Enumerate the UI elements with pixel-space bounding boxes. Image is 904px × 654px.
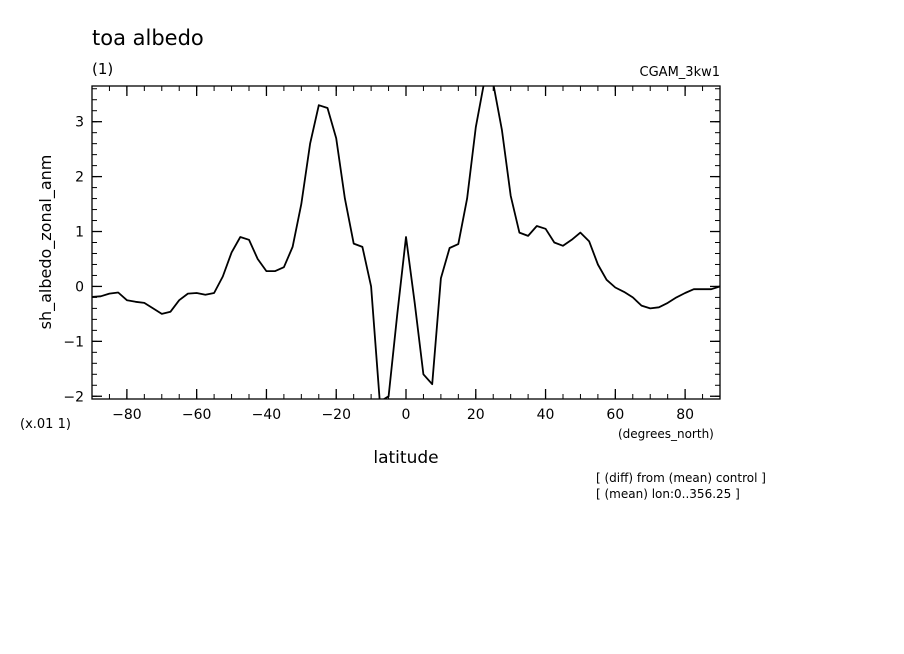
y-tick-group: −2 −1 0 1 2 3 [63,88,720,405]
chart-title: toa albedo [92,26,204,50]
series-group [92,86,720,399]
diff-note: [ (diff) from (mean) control ] [596,471,766,485]
y-tick-label: 3 [75,115,84,131]
x-axis-label: latitude [373,448,438,468]
x-units-label: (degrees_north) [618,427,714,441]
y-tick-label: 0 [75,279,84,295]
x-tick-label: −60 [182,407,212,423]
x-tick-label: −40 [252,407,282,423]
x-tick-label: 0 [402,407,411,423]
y-tick-label: −2 [63,389,84,405]
x-tick-label: 40 [537,407,555,423]
x-tick-label: 20 [467,407,485,423]
case-label: CGAM_3kw1 [640,65,720,80]
y-tick-label: 1 [75,225,84,241]
x-tick-label: −80 [112,407,142,423]
y-scale-note: (x.01 1) [20,417,71,432]
y-tick-label: −1 [63,334,84,350]
y-axis-label: sh_albedo_zonal_anm [36,155,56,330]
albedo-anomaly-line [92,86,720,399]
chart-subtitle: (1) [92,60,113,78]
mean-note: [ (mean) lon:0..356.25 ] [596,487,740,501]
x-tick-label: −20 [321,407,351,423]
x-tick-label: 80 [676,407,694,423]
y-tick-label: 2 [75,170,84,186]
x-tick-label: 60 [606,407,624,423]
x-tick-group: −80 −60 −40 −20 0 20 40 60 80 [91,86,721,423]
